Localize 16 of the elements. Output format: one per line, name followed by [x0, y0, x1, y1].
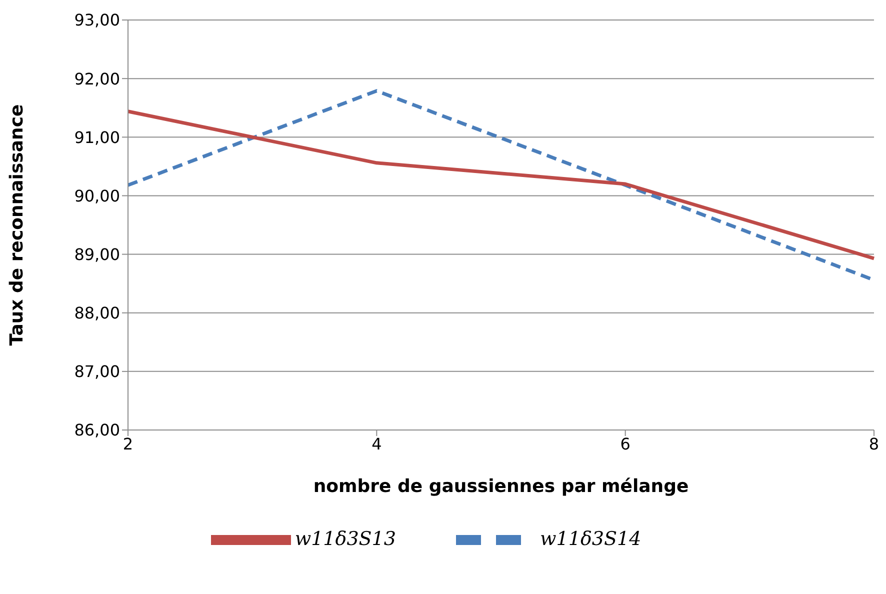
y-tick-label: 91,00 — [74, 128, 120, 147]
x-tick-label: 8 — [868, 434, 880, 454]
legend-label: w11δ3S14 — [540, 528, 642, 550]
y-tick-label: 92,00 — [74, 69, 120, 88]
y-tick-label: 86,00 — [74, 420, 120, 440]
x-tick-label: 6 — [620, 434, 630, 454]
y-tick-label: 88,00 — [74, 304, 120, 323]
x-axis-title: nombre de gaussiennes par mélange — [313, 476, 689, 497]
y-tick-label: 90,00 — [74, 186, 120, 206]
x-tick-label: 4 — [372, 434, 382, 454]
y-tick-label: 89,00 — [74, 244, 120, 264]
y-axis-title: Taux de reconnaissance — [6, 104, 28, 346]
y-tick-label: 93,00 — [74, 10, 120, 30]
y-tick-label: 87,00 — [74, 362, 120, 382]
legend-label: w11δ3S13 — [294, 528, 396, 550]
x-tick-label: 2 — [122, 434, 134, 454]
